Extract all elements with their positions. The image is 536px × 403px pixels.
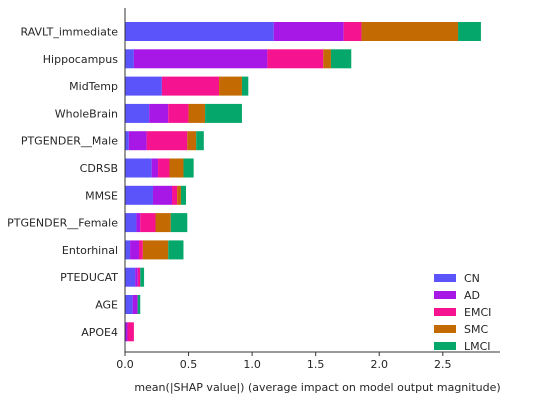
bar-ad-11 <box>125 322 128 342</box>
bar-cn-1 <box>125 49 134 69</box>
legend: CN AD EMCI SMC LMCI <box>434 272 491 353</box>
bar-ad-1 <box>133 49 268 69</box>
legend-swatch-cn <box>434 274 456 282</box>
bar-lmci-6 <box>180 185 187 205</box>
bar-smc-0 <box>361 22 459 41</box>
bar-smc-1 <box>323 49 331 69</box>
bar-lmci-5 <box>183 158 194 178</box>
y-tick-label: MidTemp <box>69 80 118 93</box>
bar-emci-2 <box>161 76 220 96</box>
x-tick-label: 1.5 <box>307 358 325 371</box>
y-tick-label: AGE <box>95 299 118 312</box>
y-tick-label: PTEDUCAT <box>60 271 118 284</box>
bar-ad-5 <box>151 158 159 178</box>
x-tick-label: 0.0 <box>116 358 134 371</box>
bar-ad-8 <box>130 240 139 260</box>
y-tick-label: WholeBrain <box>55 107 118 120</box>
bar-smc-8 <box>142 240 169 260</box>
legend-swatch-emci <box>434 308 456 316</box>
bar-cn-3 <box>125 103 150 123</box>
bar-lmci-8 <box>168 240 184 260</box>
bar-emci-4 <box>146 131 188 151</box>
x-tick-label: 2.0 <box>370 358 388 371</box>
legend-swatch-ad <box>434 291 456 299</box>
y-axis-ticks: RAVLT_immediate Hippocampus MidTemp WholeBr… <box>7 26 118 339</box>
y-tick-label: Entorhinal <box>62 244 118 257</box>
bar-emci-11 <box>127 322 134 342</box>
x-tick-label: 2.5 <box>434 358 452 371</box>
x-axis-ticks: 0.0 0.5 1.0 1.5 2.0 2.5 <box>116 352 452 371</box>
bar-lmci-1 <box>330 49 352 69</box>
legend-swatch-smc <box>434 325 456 333</box>
bar-smc-2 <box>219 76 242 96</box>
y-tick-label: PTGENDER__Female <box>7 217 118 230</box>
bar-smc-5 <box>169 158 184 178</box>
legend-label-emci: EMCI <box>464 306 491 319</box>
bar-lmci-7 <box>170 213 188 233</box>
bar-smc-7 <box>155 213 171 233</box>
bar-emci-3 <box>168 103 189 123</box>
legend-label-lmci: LMCI <box>464 340 491 353</box>
bar-lmci-9 <box>140 267 145 287</box>
bar-smc-6 <box>177 185 181 205</box>
bar-lmci-3 <box>205 103 242 123</box>
bar-cn-7 <box>125 213 137 233</box>
legend-label-smc: SMC <box>464 323 488 336</box>
y-tick-label: APOE4 <box>81 326 118 339</box>
bar-ad-0 <box>273 22 344 41</box>
bar-lmci-2 <box>241 76 249 96</box>
bars <box>125 22 481 342</box>
bar-cn-9 <box>125 267 136 287</box>
bar-ad-3 <box>149 103 169 123</box>
bar-ad-9 <box>135 267 138 287</box>
bar-ad-4 <box>128 131 147 151</box>
bar-smc-3 <box>188 103 206 123</box>
bar-ad-10 <box>132 295 138 314</box>
bar-cn-2 <box>125 76 162 96</box>
y-tick-label: Hippocampus <box>43 53 118 66</box>
x-axis-title: mean(|SHAP value|) (average impact on mo… <box>134 381 500 394</box>
bar-emci-1 <box>267 49 324 69</box>
legend-label-ad: AD <box>464 289 480 302</box>
bar-cn-5 <box>125 158 152 178</box>
bar-emci-9 <box>137 267 141 287</box>
y-tick-label: RAVLT_immediate <box>21 26 119 39</box>
bar-cn-0 <box>125 22 274 41</box>
bar-emci-6 <box>172 185 178 205</box>
y-tick-label: CDRSB <box>80 162 118 175</box>
bar-lmci-0 <box>458 22 481 41</box>
y-tick-label: MMSE <box>85 189 118 202</box>
x-tick-label: 1.0 <box>243 358 261 371</box>
bar-ad-6 <box>152 185 173 205</box>
bar-emci-5 <box>158 158 170 178</box>
bar-emci-0 <box>343 22 362 41</box>
bar-lmci-4 <box>196 131 204 151</box>
bar-emci-7 <box>140 213 156 233</box>
bar-cn-8 <box>125 240 131 260</box>
bar-emci-8 <box>138 240 143 260</box>
bar-cn-6 <box>125 185 153 205</box>
x-tick-label: 0.5 <box>180 358 198 371</box>
legend-swatch-lmci <box>434 342 456 350</box>
bar-cn-4 <box>125 131 129 151</box>
bar-cn-10 <box>125 295 133 314</box>
bar-smc-4 <box>187 131 197 151</box>
bar-lmci-10 <box>137 295 141 314</box>
y-tick-label: PTGENDER__Male <box>21 135 118 148</box>
legend-label-cn: CN <box>464 272 480 285</box>
bar-ad-7 <box>136 213 141 233</box>
